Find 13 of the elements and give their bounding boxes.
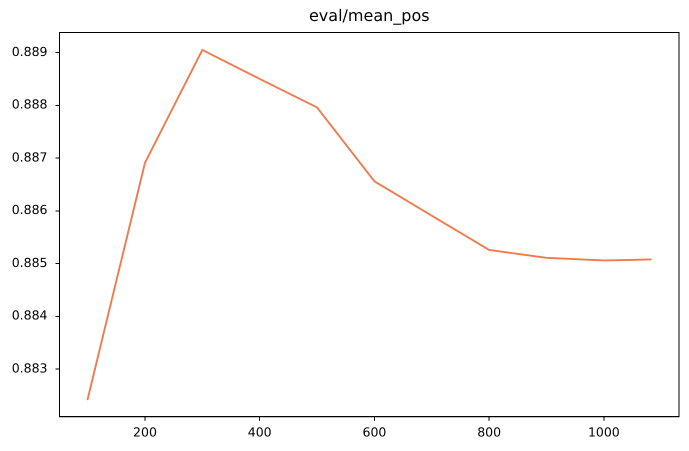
y-tick-label: 0.883	[12, 360, 48, 376]
chart-title: eval/mean_pos	[308, 6, 430, 26]
y-tick-label: 0.887	[12, 149, 48, 164]
x-tick-label: 200	[133, 424, 157, 440]
x-tick-label: 400	[248, 424, 272, 440]
x-tick-label: 1000	[588, 424, 620, 440]
y-tick-label: 0.884	[12, 308, 48, 323]
y-tick-label: 0.885	[12, 254, 48, 270]
y-tick-label: 0.889	[12, 44, 48, 59]
y-tick-label: 0.888	[12, 96, 48, 112]
y-tick-label: 0.886	[12, 202, 48, 218]
x-tick-label: 600	[362, 424, 386, 440]
x-tick-label: 800	[477, 424, 502, 440]
